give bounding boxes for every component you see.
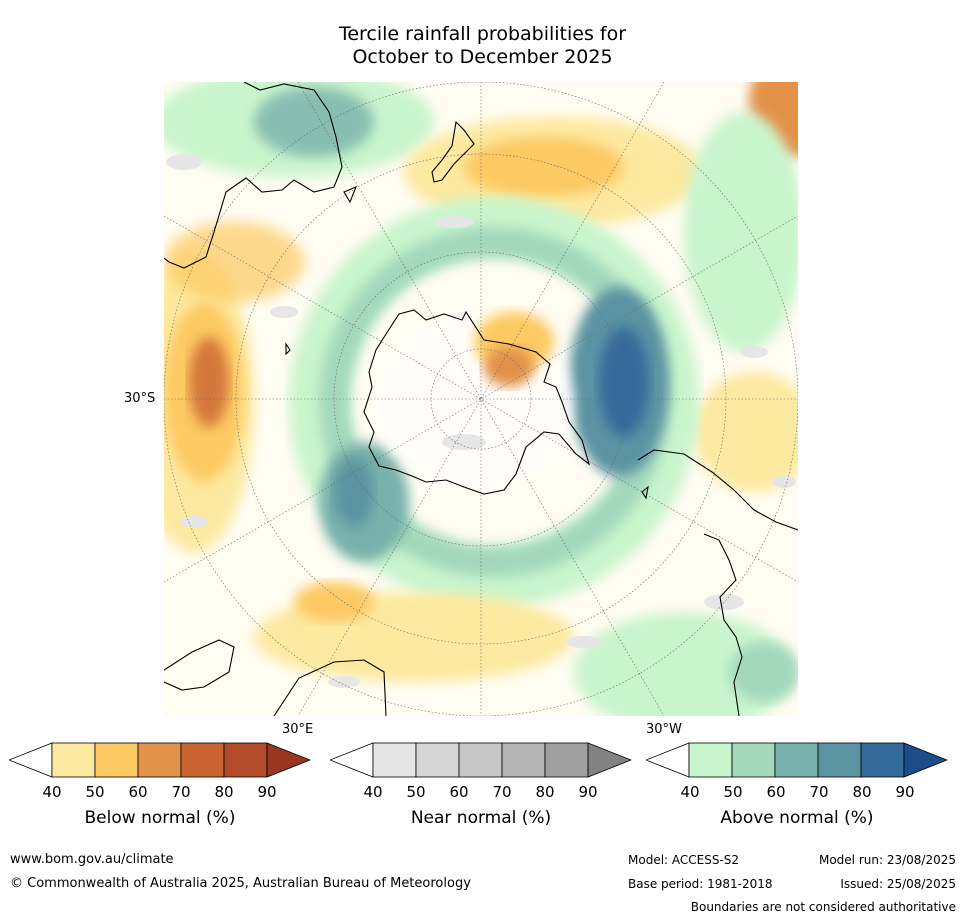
longitude-label-30w: 30°W: [646, 722, 682, 737]
cbar-above-tick-80: 80: [852, 783, 872, 801]
cbar-below-tick-50: 50: [85, 783, 105, 801]
cbar-below-seg-3: [137, 742, 182, 778]
colorbar-near-normal: [330, 742, 632, 778]
cbar-above-seg-3: [774, 742, 819, 778]
cbar-above-seg-2: [731, 742, 776, 778]
cbar-above-tick-60: 60: [766, 783, 786, 801]
cbar-near-seg-1: [372, 742, 417, 778]
chart-title-line-2: October to December 2025: [352, 46, 613, 68]
cbar-near-tick-90: 90: [578, 783, 598, 801]
graticule: [164, 82, 798, 716]
cbar-above-seg-6: [903, 742, 948, 778]
colorbar-below-normal: [9, 742, 311, 778]
cbar-near-tick-40: 40: [363, 783, 383, 801]
model-name: Model: ACCESS-S2: [628, 853, 740, 867]
cbar-above-seg-4: [817, 742, 862, 778]
cbar-near-tick-70: 70: [492, 783, 512, 801]
cbar-above-tick-90: 90: [895, 783, 915, 801]
cbar-above-seg-0: [646, 742, 690, 778]
cbar-above-tick-40: 40: [680, 783, 700, 801]
cbar-below-tick-80: 80: [214, 783, 234, 801]
base-period: Base period: 1981-2018: [628, 877, 773, 891]
cbar-near-seg-2: [415, 742, 460, 778]
boundaries-disclaimer: Boundaries are not considered authoritat…: [690, 900, 956, 914]
issued-date: Issued: 25/08/2025: [840, 877, 956, 891]
cbar-below-seg-0: [9, 742, 53, 778]
cbar-below-seg-1: [51, 742, 96, 778]
colorbar-above-normal: [646, 742, 948, 778]
cbar-below-label: Below normal (%): [84, 808, 236, 828]
cbar-below-seg-6: [266, 742, 311, 778]
cbar-below-seg-4: [180, 742, 225, 778]
cbar-below-seg-5: [223, 742, 268, 778]
cbar-near-seg-3: [458, 742, 503, 778]
cbar-above-tick-50: 50: [723, 783, 743, 801]
cbar-near-tick-80: 80: [535, 783, 555, 801]
cbar-near-seg-4: [501, 742, 546, 778]
polar-stereographic-map: [164, 82, 798, 716]
website-link[interactable]: www.bom.gov.au/climate: [10, 852, 174, 867]
longitude-label-30e: 30°E: [282, 722, 314, 737]
cbar-near-seg-5: [544, 742, 589, 778]
cbar-below-tick-40: 40: [42, 783, 62, 801]
cbar-near-label: Near normal (%): [410, 808, 552, 828]
chart-title-line-1: Tercile rainfall probabilities for: [338, 23, 627, 45]
cbar-below-seg-2: [94, 742, 139, 778]
new-zealand-coastline: [431, 120, 475, 183]
cbar-below-tick-90: 90: [257, 783, 277, 801]
cbar-above-seg-5: [860, 742, 905, 778]
cbar-below-tick-60: 60: [128, 783, 148, 801]
antarctica-coastline: [363, 309, 590, 495]
cbar-near-tick-50: 50: [406, 783, 426, 801]
coastlines: [164, 82, 798, 716]
cbar-near-seg-6: [587, 742, 632, 778]
latitude-label-30s: 30°S: [124, 391, 156, 406]
cbar-above-label: Above normal (%): [720, 808, 874, 828]
cbar-above-seg-1: [688, 742, 733, 778]
cbar-near-tick-60: 60: [449, 783, 469, 801]
cbar-above-tick-70: 70: [809, 783, 829, 801]
australia-coastline: [164, 82, 343, 269]
copyright-text: © Commonwealth of Australia 2025, Austra…: [10, 876, 471, 891]
cbar-near-seg-0: [330, 742, 374, 778]
model-run-date: Model run: 23/08/2025: [818, 853, 956, 867]
cbar-below-tick-70: 70: [171, 783, 191, 801]
africa-coastline: [164, 639, 235, 691]
south-america-coastline: [637, 449, 798, 531]
